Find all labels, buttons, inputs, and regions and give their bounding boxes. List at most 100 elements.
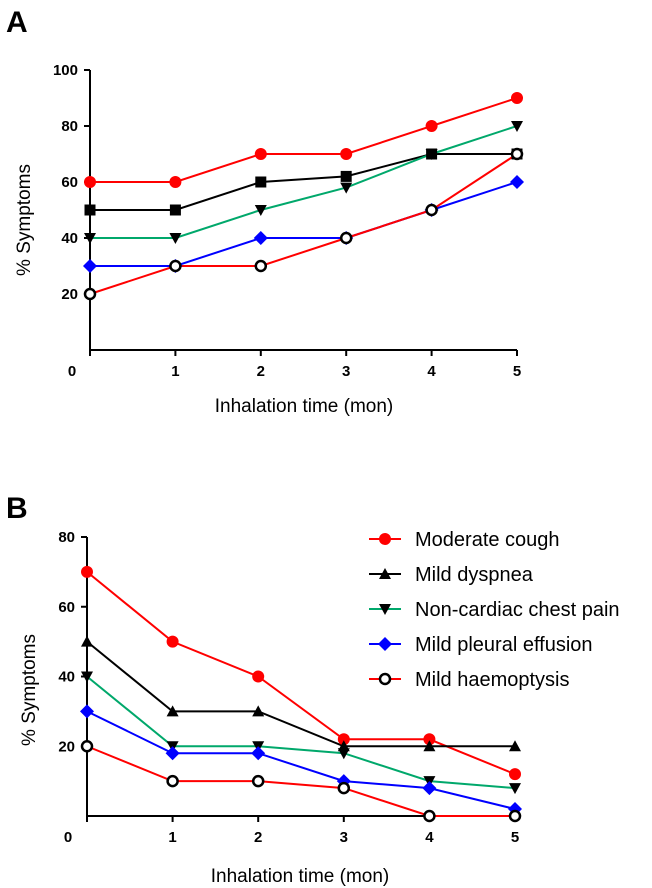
panel-a-series-2-point — [84, 233, 96, 244]
panel-a-series-0-point — [254, 148, 267, 160]
panel-a-series-2-point — [254, 205, 267, 216]
panel-a-series-4-point — [83, 287, 97, 301]
panel-a-series-2-line — [90, 125, 518, 239]
panel-a-label: A — [6, 6, 28, 39]
panel-a-x-tick-label: 1 — [171, 363, 179, 380]
panel-a-series-0-line — [90, 97, 518, 183]
panel-b-y-tick-label: 40 — [58, 669, 75, 686]
panel-b-series-4-point — [423, 809, 436, 823]
panel-b-series-1-point — [423, 740, 436, 752]
panel-b-series — [80, 565, 522, 823]
panel-a-series-1-point — [340, 170, 352, 182]
panel-b-series-0-point — [509, 768, 521, 781]
panel-b-series-4-point — [80, 740, 94, 753]
panel-b-series-3-point — [251, 746, 266, 761]
panel-b-series-2-point — [509, 783, 521, 795]
panel-b-series-3-point — [80, 704, 94, 719]
panel-b-series-0-point — [252, 670, 265, 683]
panel-a-series-2-point — [169, 233, 182, 244]
panel-b-series-1-point — [509, 740, 521, 752]
panel-a-series-2-point — [511, 121, 523, 132]
panel-a-y-tick-label: 100 — [53, 62, 78, 79]
panel-a-series-4-point — [254, 259, 268, 273]
panel-b-x-tick-label: 1 — [168, 829, 176, 846]
panel-a-series-0-point — [169, 176, 182, 188]
panel-a-y-axis-title: % Symptoms — [14, 164, 35, 276]
panel-a-y-tick-label: 20 — [61, 286, 78, 303]
panel-b-series-4-line — [86, 745, 515, 817]
panel-b-series-3-line — [86, 710, 516, 810]
panel-a-x-tick-label: 4 — [427, 363, 436, 380]
panel-b-series-0-point — [81, 565, 93, 578]
legend-item-0-label: Moderate cough — [415, 529, 560, 551]
panel-b-y-tick-label: 20 — [58, 738, 75, 755]
panel-a-x-tick-label: 5 — [513, 363, 521, 380]
panel-a-x-axis-title: Inhalation time (mon) — [215, 396, 393, 417]
panel-b-x-tick-label: 0 — [64, 829, 72, 846]
legend-item-4-label: Mild haemoptysis — [415, 669, 570, 691]
panel-a-series-4-point — [169, 259, 182, 273]
legend-item-3-label: Mild pleural effusion — [415, 634, 593, 656]
legend-item-1-label: Mild dyspnea — [415, 564, 534, 586]
legend-item-0-marker — [379, 533, 391, 545]
panel-b-series-3-point — [422, 781, 437, 796]
panel-a-series-1-line — [90, 153, 517, 211]
panel-b-label: B — [6, 492, 28, 525]
panel-b-x-tick-label: 2 — [254, 829, 262, 846]
panel-a-x-tick-label: 2 — [257, 363, 265, 380]
panel-b-y-axis-title: % Symptoms — [19, 634, 40, 746]
panel-a-y-tick-label: 40 — [61, 230, 78, 247]
panel-a-series-1-point — [169, 204, 181, 216]
panel-a-series-0-point — [340, 148, 353, 160]
panel-b-series-3-point — [165, 746, 180, 761]
panel-a-series-4-point — [339, 231, 353, 245]
legend-item-4-marker — [378, 672, 392, 686]
panel-b-series-2-point — [337, 748, 350, 760]
panel-a-series-4-point — [510, 147, 524, 161]
panel-b-series-1-point — [252, 705, 265, 717]
panel-a-y-tick-label: 80 — [61, 118, 78, 135]
panel-b-y-tick-label: 60 — [58, 599, 75, 616]
panel-a-series — [83, 92, 524, 301]
panel-a-series-0-point — [425, 120, 438, 132]
panel-b-series-1-point — [166, 705, 179, 717]
panel-b-series-4-point — [508, 809, 522, 823]
panel-b-legend: Moderate cough Mild dyspnea Non-cardiac ch… — [369, 529, 620, 691]
panel-a-series-2-point — [340, 182, 353, 194]
panel-a-series-3-point — [510, 175, 524, 189]
panel-b: B 20 40 60 80 0 1 2 3 4 5 Inhalation time (mon) %… — [6, 492, 620, 887]
panel-b-y-tick-label: 80 — [58, 529, 75, 546]
panel-a: A 20 40 60 80 100 0 1 2 3 4 5 Inhalation time (mon… — [6, 6, 524, 417]
panel-b-series-4-point — [166, 774, 179, 788]
panel-a-y-tick-label: 60 — [61, 174, 78, 191]
panel-b-series-2-point — [81, 671, 93, 683]
panel-b-series-1-line — [86, 640, 515, 748]
panel-a-series-3-point — [83, 259, 97, 273]
panel-b-series-4-point — [251, 774, 265, 788]
panel-a-series-1-point — [255, 176, 267, 188]
panel-a-x-tick-label: 0 — [68, 363, 76, 380]
legend-item-1-marker — [379, 568, 391, 579]
panel-a-series-1-point — [84, 204, 96, 216]
panel-b-series-1-point — [81, 635, 93, 647]
panel-a-series-3-point — [253, 231, 268, 245]
panel-a-axes: 20 40 60 80 100 0 1 2 3 4 5 — [53, 62, 521, 380]
panel-a-series-4-line — [89, 153, 518, 295]
panel-b-series-4-point — [337, 781, 351, 795]
panel-b-series-0-line — [86, 571, 516, 776]
legend-item-2-label: Non-cardiac chest pain — [415, 599, 620, 621]
panel-b-x-axis-title: Inhalation time (mon) — [211, 866, 389, 887]
panel-a-series-4-point — [425, 203, 438, 217]
panel-a-x-tick-label: 3 — [342, 363, 350, 380]
panel-a-series-0-point — [84, 176, 96, 188]
panel-b-x-tick-label: 4 — [425, 829, 434, 846]
panel-b-series-2-line — [86, 675, 516, 790]
legend-item-3-marker — [378, 637, 392, 651]
panel-a-series-3-line — [90, 181, 518, 267]
panel-b-series-0-point — [166, 635, 179, 648]
legend-item-2-marker — [379, 604, 391, 615]
panel-a-series-0-point — [511, 92, 523, 104]
panel-b-x-tick-label: 5 — [511, 829, 519, 846]
panel-b-x-tick-label: 3 — [340, 829, 348, 846]
